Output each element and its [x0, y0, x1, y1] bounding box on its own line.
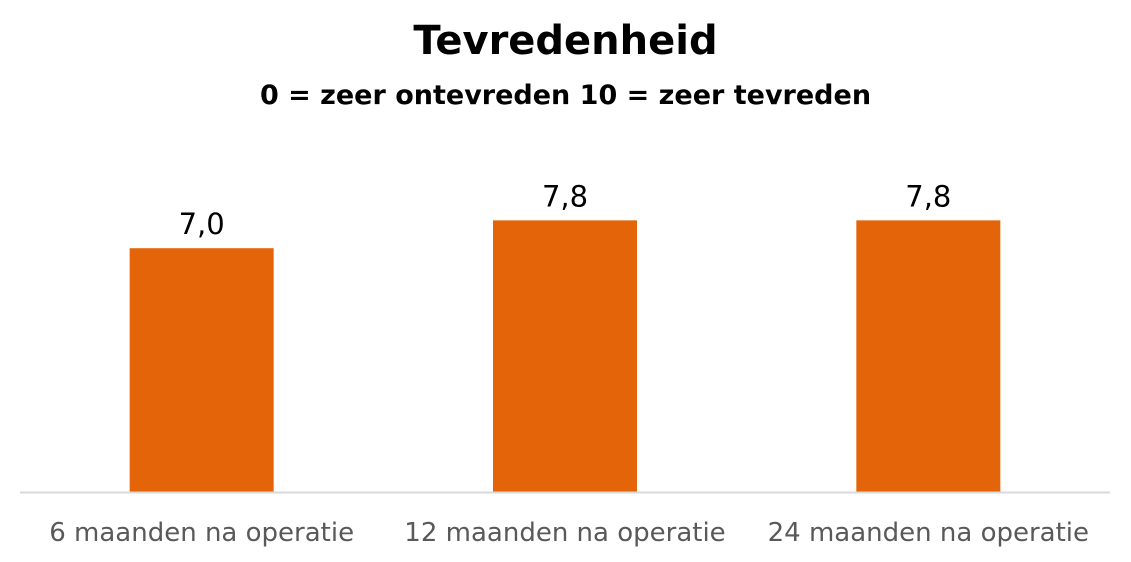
chart-subtitle: 0 = zeer ontevreden 10 = zeer tevreden [259, 80, 872, 111]
x-tick-label-2: 12 maanden na operatie [404, 518, 725, 548]
bar-2 [493, 220, 637, 492]
bar-3 [856, 220, 1001, 492]
x-tick-label-1: 6 maanden na operatie [49, 518, 354, 548]
bar-1 [129, 248, 274, 492]
x-tick-label-3: 24 maanden na operatie [768, 518, 1089, 548]
data-label-2: 7,8 [542, 179, 588, 213]
data-label-3: 7,8 [905, 179, 951, 213]
data-label-1: 7,0 [179, 207, 225, 241]
chart-title: Tevredenheid [413, 18, 718, 64]
